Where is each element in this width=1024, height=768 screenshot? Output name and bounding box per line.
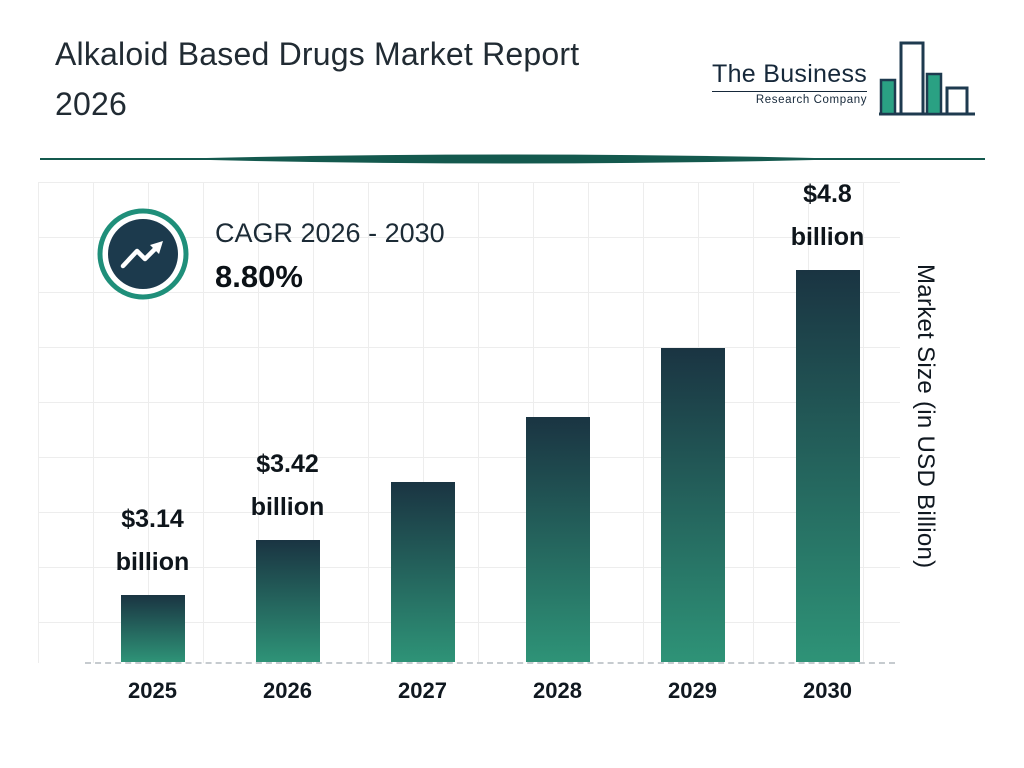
bar-column-2026: $3.42 billion (220, 170, 355, 662)
bar-value-label-2026: $3.42 billion (250, 449, 325, 522)
x-axis-label-2029: 2029 (668, 678, 717, 703)
bar-chart-logo-icon (877, 40, 977, 125)
bar-value-label-2025: $3.14 billion (115, 504, 190, 577)
x-axis-label-2028: 2028 (533, 678, 582, 703)
bar-column-2030: $4.8 billion (760, 170, 895, 662)
cagr-value: 8.80% (215, 259, 303, 294)
y-axis-title-text: Market Size (in USD Billion) (912, 263, 939, 569)
bar-column-2027 (355, 170, 490, 662)
logo-text: The Business Research Company (712, 60, 868, 106)
logo-text-secondary: Research Company (755, 93, 868, 106)
header-divider (40, 150, 985, 173)
bar-2028 (525, 417, 590, 662)
trend-up-icon (95, 206, 191, 307)
x-axis-label-2025: 2025 (128, 678, 177, 703)
cagr-texts: CAGR 2026 - 2030 8.80% (215, 218, 445, 295)
bar-value-label-2030: $4.8 billion (790, 179, 865, 252)
logo-text-primary: The Business (712, 60, 868, 92)
page-title: Alkaloid Based Drugs Market Report 2026 (55, 36, 580, 122)
bar-2027 (390, 482, 455, 662)
bar-2025 (120, 595, 185, 662)
x-axis-label-2027: 2027 (398, 678, 447, 703)
bar-2026 (255, 540, 320, 662)
company-logo: The Business Research Company (712, 40, 977, 125)
bar-column-2029 (625, 170, 760, 662)
bar-plot: $3.14 billion $3.42 billion $4.8 billion (85, 170, 895, 664)
y-axis-title: Market Size (in USD Billion) (898, 170, 952, 662)
cagr-label: CAGR 2026 - 2030 (215, 218, 445, 248)
bar-column-2025: $3.14 billion (85, 170, 220, 662)
x-axis-label-2030: 2030 (803, 678, 852, 703)
cagr-badge: CAGR 2026 - 2030 8.80% (95, 206, 445, 307)
x-axis-label-2026: 2026 (263, 678, 312, 703)
bar-2030 (795, 270, 860, 662)
bar-column-2028 (490, 170, 625, 662)
x-axis-labels: 2025 2026 2027 2028 2029 2030 (85, 678, 895, 704)
bar-2029 (660, 348, 725, 662)
